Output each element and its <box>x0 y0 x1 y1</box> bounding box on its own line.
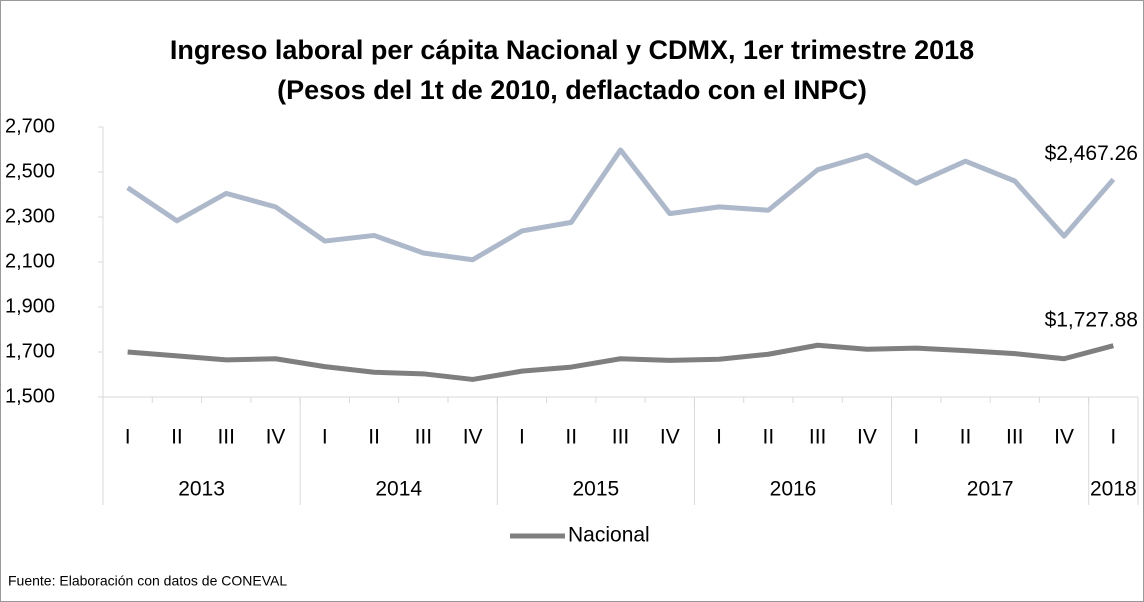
y-tick-label: 1,700 <box>5 340 55 362</box>
x-tick-label: IV <box>1054 426 1074 449</box>
x-tick-label: II <box>565 426 577 449</box>
x-tick-label: IV <box>266 426 286 449</box>
series-line <box>127 342 1114 382</box>
data-label: $2,467.26 <box>1045 142 1138 165</box>
legend-label: Nacional <box>568 524 650 547</box>
x-tick-label: II <box>763 426 775 449</box>
year-label: 2016 <box>770 478 817 501</box>
y-tick-label: 2,100 <box>5 250 55 272</box>
x-tick-label: III <box>809 426 827 449</box>
year-label: 2013 <box>178 478 225 501</box>
x-tick-label: III <box>612 426 630 449</box>
y-tick-label: 2,300 <box>5 205 55 227</box>
year-label: 2015 <box>572 478 619 501</box>
y-tick-label: 1,900 <box>5 295 55 317</box>
year-label: 2017 <box>967 478 1014 501</box>
year-label: 2014 <box>375 478 422 501</box>
x-tick-label: I <box>519 426 525 449</box>
x-tick-label: I <box>1110 426 1116 449</box>
x-tick-label: III <box>1006 426 1024 449</box>
x-tick-label: I <box>716 426 722 449</box>
chart-subtitle: (Pesos del 1t de 2010, deflactado con el… <box>277 75 867 105</box>
x-tick-label: IV <box>857 426 877 449</box>
x-tick-label: I <box>322 426 328 449</box>
x-tick-label: III <box>415 426 433 449</box>
x-tick-label: III <box>217 426 235 449</box>
y-tick-label: 1,500 <box>5 385 55 407</box>
data-label: $1,727.88 <box>1045 308 1138 331</box>
y-tick-label: 2,700 <box>5 115 55 137</box>
chart-title: Ingreso laboral per cápita Nacional y CD… <box>170 35 974 65</box>
source-note: Fuente: Elaboración con datos de CONEVAL <box>8 573 287 589</box>
x-tick-label: I <box>125 426 131 449</box>
x-tick-label: I <box>913 426 919 449</box>
x-tick-label: IV <box>463 426 483 449</box>
y-tick-label: 2,500 <box>5 160 55 182</box>
x-tick-label: II <box>171 426 183 449</box>
x-tick-label: II <box>368 426 380 449</box>
year-label: 2018 <box>1090 478 1137 501</box>
x-tick-label: II <box>960 426 972 449</box>
series-line <box>126 147 1116 263</box>
x-tick-label: IV <box>660 426 680 449</box>
